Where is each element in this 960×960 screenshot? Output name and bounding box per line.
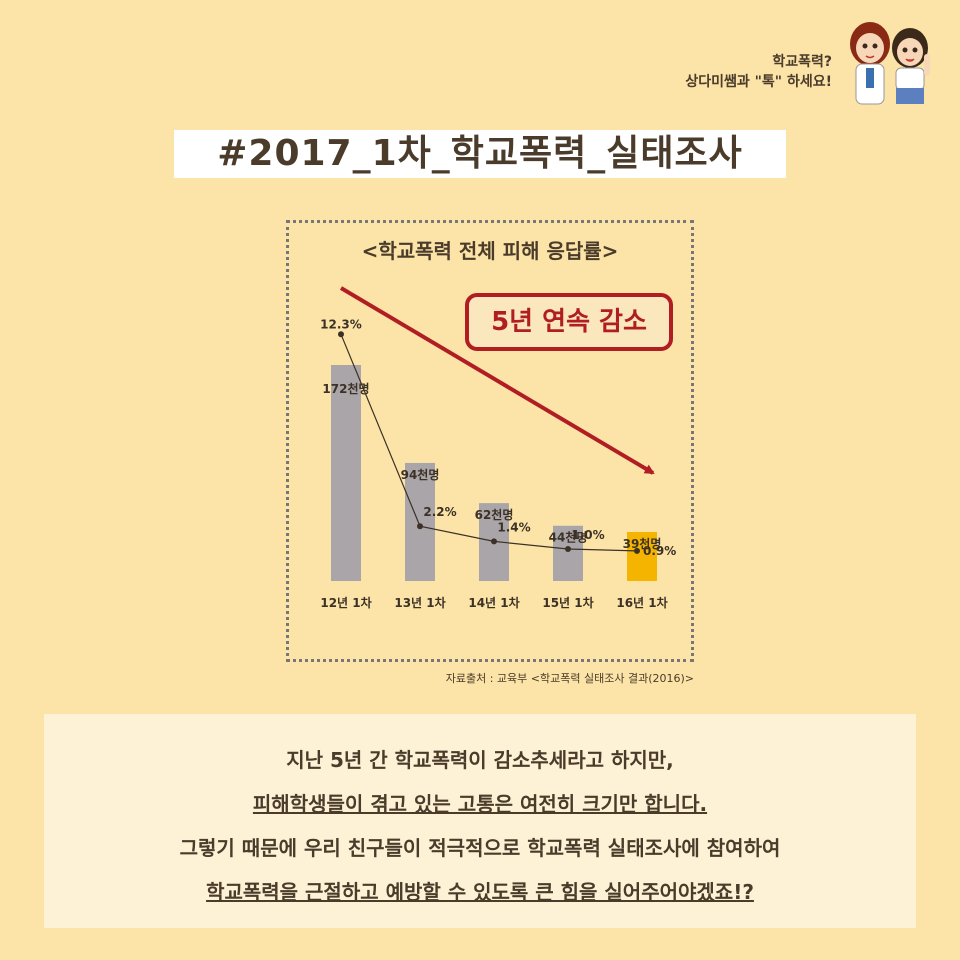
chart-title: <학교폭력 전체 피해 응답률> (361, 239, 619, 263)
line-value-label-1: 12.3% (320, 317, 362, 331)
bar-value-label-4: 44천명 (549, 530, 588, 545)
message-line4-text: 학교폭력을 근절하고 예방할 수 있도록 큰 힘을 실어주어야겠죠!? (206, 880, 754, 904)
decrease-badge: 5년 연속 감소 (465, 293, 673, 351)
chart-container: <학교폭력 전체 피해 응답률> 5년 연속 감소 172천명 12년 1차 94천… (286, 220, 694, 662)
line-point-3 (491, 538, 497, 545)
message-line1: 지난 5년 간 학교폭력이 감소추세라고 하지만, (286, 748, 674, 772)
page-title: #2017_1차_학교폭력_실태조사 (174, 130, 786, 178)
message-line4: 학교폭력을 근절하고 예방할 수 있도록 큰 힘을 실어주어야겠죠!? (44, 870, 916, 914)
bar-line-chart: 172천명 12년 1차 94천명 13년 1차 62천명 14년 1차 44천명 15년 1… (320, 286, 676, 610)
x-tick-label-3: 14년 1차 (468, 595, 519, 610)
brand-line1: 학교폭력? (772, 54, 832, 70)
data-source-note: 자료출처 : 교육부 <학교폭력 실태조사 결과(2016)> (445, 672, 694, 685)
bar-value-label-2: 94천명 (401, 467, 440, 482)
x-tick-label-4: 15년 1차 (542, 595, 593, 610)
x-tick-label-5: 16년 1차 (616, 595, 667, 610)
line-point-2 (417, 523, 423, 530)
bar-value-label-1: 172천명 (322, 381, 369, 396)
line-value-label-3: 1.4% (497, 520, 530, 534)
mascot-characters-illustration (850, 22, 930, 105)
message-line3: 그렇기 때문에 우리 친구들이 적극적으로 학교폭력 실태조사에 참여하여 (179, 836, 781, 860)
bar-2 (405, 462, 435, 581)
bar-value-label-3: 62천명 (475, 507, 514, 522)
bar-1 (331, 365, 361, 581)
message-line2: 피해학생들이 겪고 있는 고통은 여전히 크기만 합니다. (44, 782, 916, 826)
x-tick-label-2: 13년 1차 (394, 595, 445, 610)
bar-value-label-5: 39천명 (623, 536, 662, 551)
trend-arrow (339, 286, 655, 475)
brand-line2-suffix: 하세요! (782, 74, 832, 90)
line-point-4 (565, 546, 571, 552)
line-point-1 (338, 331, 344, 338)
brand-tagline: 학교폭력? 상다미쌤과 "톡" 하세요! (685, 52, 832, 92)
brand-line2-quote: "톡" (754, 74, 783, 90)
message-line2-text: 피해학생들이 겪고 있는 고통은 여전히 크기만 합니다. (252, 792, 708, 816)
line-value-label-2: 2.2% (423, 505, 456, 519)
line-point-5 (634, 547, 640, 554)
brand-line2: 상다미쌤과 "톡" 하세요! (685, 72, 832, 92)
bar-4 (553, 525, 583, 581)
bar-5 (627, 532, 657, 581)
line-value-label-4: 1.0% (571, 528, 604, 542)
message-box: 지난 5년 간 학교폭력이 감소추세라고 하지만, 피해학생들이 겪고 있는 고… (44, 714, 916, 928)
line-value-label-5: 0.9% (643, 544, 676, 558)
x-tick-label-1: 12년 1차 (320, 595, 371, 610)
brand-line2-prefix: 상다미쌤과 (685, 74, 755, 90)
